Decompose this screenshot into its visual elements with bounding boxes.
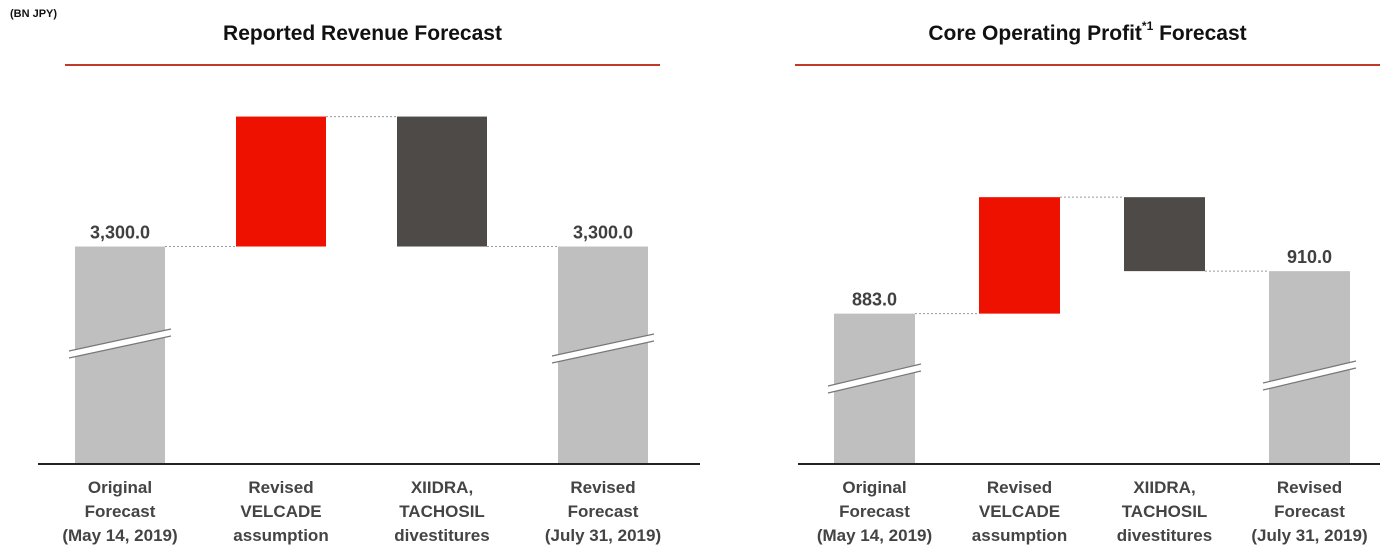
revenue-waterfall-plot: 3,300.0 3,300.0: [38, 116, 700, 465]
category-label-line: TACHOSIL: [399, 502, 485, 521]
chart-title-text: Reported Revenue Forecast: [223, 22, 502, 45]
chart-title: Core Operating Profit*1 Forecast: [795, 19, 1380, 46]
value-label: 3,300.0: [573, 223, 633, 243]
category-label: XIIDRA, TACHOSIL divestitures: [367, 476, 517, 548]
category-label: Original Forecast (May 14, 2019): [800, 476, 950, 548]
category-label: Revised VELCADE assumption: [945, 476, 1095, 548]
axis-break-line: [1262, 367, 1357, 391]
category-label-line: Forecast: [1274, 502, 1345, 521]
chart-title-suffix: Forecast: [1153, 22, 1247, 45]
category-label-line: Original: [87, 478, 153, 497]
axis-break-line: [827, 370, 922, 394]
chart-title-footnote: *1: [1141, 19, 1154, 33]
category-label-line: XIIDRA,: [1133, 478, 1196, 497]
value-label: 3,300.0: [90, 223, 150, 243]
increase-bar: [979, 197, 1060, 314]
axis-break-mark: [827, 363, 922, 394]
axis-break-line: [827, 363, 922, 387]
value-label: 883.0: [852, 290, 897, 310]
value-label: 910.0: [1287, 247, 1332, 267]
title-underline: [795, 64, 1380, 66]
axis-break-line: [551, 340, 655, 364]
axis-break-mark: [551, 333, 655, 364]
category-label-line: VELCADE: [240, 502, 322, 521]
category-label-line: VELCADE: [978, 502, 1061, 521]
category-label-line: Revised: [248, 478, 314, 497]
category-label-line: Forecast: [567, 502, 639, 521]
axis-break-mark: [68, 328, 172, 359]
category-label-line: assumption: [233, 526, 329, 545]
axis-break-gap: [828, 364, 921, 393]
increase-bar: [236, 116, 326, 247]
category-label-line: Revised: [1276, 478, 1343, 497]
axis-break-line: [68, 328, 172, 352]
decrease-bar: [1124, 197, 1205, 272]
category-label-line: (May 14, 2019): [816, 526, 933, 545]
category-label-line: Original: [842, 478, 907, 497]
category-label-line: Revised: [986, 478, 1053, 497]
category-label: Revised VELCADE assumption: [206, 476, 356, 548]
axis-break-mark: [1262, 360, 1357, 391]
revenue-forecast-chart: Reported Revenue Forecast 3,300.0 3,300.0…: [38, 22, 700, 548]
category-label-line: Revised: [570, 478, 636, 497]
category-label-line: assumption: [971, 526, 1068, 545]
category-label-line: XIIDRA,: [410, 478, 474, 497]
total-bar: [75, 246, 165, 464]
category-label-line: divestitures: [394, 526, 490, 545]
unit-label: (BN JPY): [10, 8, 58, 20]
category-label-line: (May 14, 2019): [62, 526, 178, 545]
axis-break-line: [1262, 360, 1357, 384]
category-label-line: divestitures: [1116, 526, 1213, 545]
axis-break-gap: [1263, 361, 1356, 390]
category-label: XIIDRA, TACHOSIL divestitures: [1090, 476, 1240, 548]
axis-break-line: [68, 335, 172, 359]
axis-break-gap: [552, 334, 654, 363]
title-underline: [65, 64, 660, 66]
axis-break-gap: [69, 329, 171, 358]
decrease-bar: [397, 116, 487, 247]
category-label: Revised Forecast (July 31, 2019): [528, 476, 678, 548]
category-label-line: TACHOSIL: [1121, 502, 1208, 521]
chart-title-text: Core Operating Profit: [928, 22, 1142, 45]
category-label: Revised Forecast (July 31, 2019): [1235, 476, 1380, 548]
category-label-line: Forecast: [839, 502, 910, 521]
chart-title: Reported Revenue Forecast: [65, 22, 660, 46]
category-label-line: Forecast: [84, 502, 156, 521]
category-label-line: (July 31, 2019): [544, 526, 662, 545]
category-label: Original Forecast (May 14, 2019): [45, 476, 195, 548]
category-label-line: (July 31, 2019): [1251, 526, 1368, 545]
axis-break-line: [551, 333, 655, 357]
